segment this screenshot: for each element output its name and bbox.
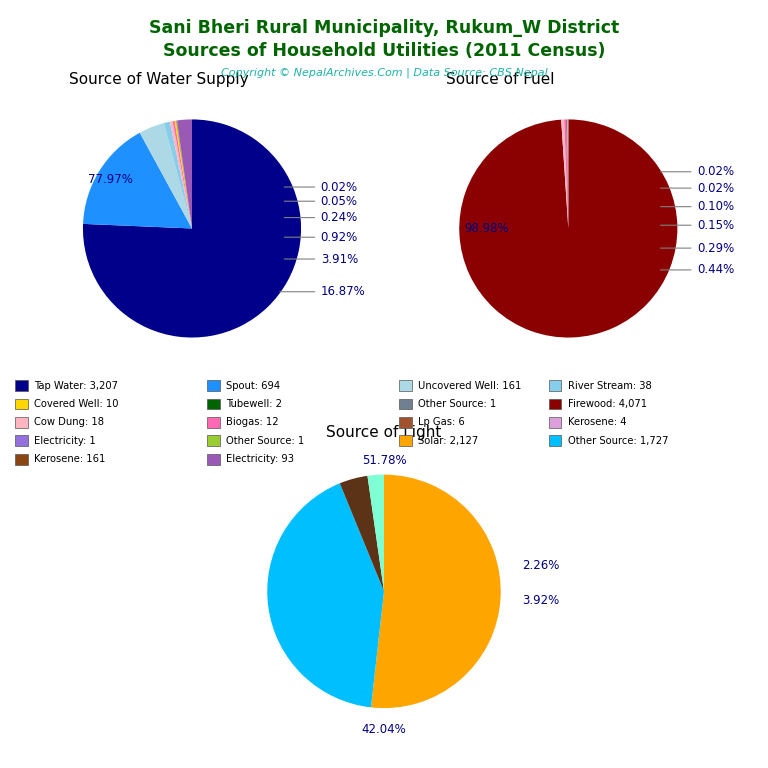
Title: Source of Light: Source of Light [326, 425, 442, 440]
Wedge shape [177, 121, 192, 229]
Wedge shape [177, 121, 192, 229]
Text: Sources of Household Utilities (2011 Census): Sources of Household Utilities (2011 Cen… [163, 42, 605, 60]
Text: Solar: 2,127: Solar: 2,127 [418, 435, 478, 446]
Wedge shape [177, 119, 192, 229]
Text: Kerosene: 4: Kerosene: 4 [568, 417, 626, 428]
Text: Biogas: 12: Biogas: 12 [226, 417, 279, 428]
Text: 0.24%: 0.24% [321, 211, 358, 224]
Wedge shape [83, 119, 301, 337]
Text: Other Source: 1: Other Source: 1 [226, 435, 304, 446]
Text: 42.04%: 42.04% [362, 723, 406, 736]
Text: River Stream: 38: River Stream: 38 [568, 380, 651, 391]
Text: Electricity: 1: Electricity: 1 [34, 435, 95, 446]
Text: 51.78%: 51.78% [362, 454, 406, 467]
Text: Kerosene: 161: Kerosene: 161 [34, 454, 105, 465]
Text: Spout: 694: Spout: 694 [226, 380, 280, 391]
Wedge shape [174, 121, 192, 229]
Wedge shape [176, 121, 192, 229]
Text: Copyright © NepalArchives.Com | Data Source: CBS Nepal: Copyright © NepalArchives.Com | Data Sou… [220, 68, 548, 78]
Wedge shape [267, 483, 384, 707]
Text: Electricity: 93: Electricity: 93 [226, 454, 294, 465]
Wedge shape [564, 120, 568, 229]
Text: 0.92%: 0.92% [321, 230, 358, 243]
Text: 0.29%: 0.29% [697, 242, 734, 255]
Text: Source of Fuel: Source of Fuel [445, 72, 554, 87]
Text: 2.26%: 2.26% [521, 559, 559, 572]
Text: 3.92%: 3.92% [521, 594, 559, 607]
Text: Lp Gas: 6: Lp Gas: 6 [418, 417, 465, 428]
Text: Uncovered Well: 161: Uncovered Well: 161 [418, 380, 521, 391]
Text: Other Source: 1: Other Source: 1 [418, 399, 496, 409]
Wedge shape [177, 121, 192, 229]
Wedge shape [561, 120, 568, 229]
Text: Tubewell: 2: Tubewell: 2 [226, 399, 282, 409]
Wedge shape [164, 121, 192, 229]
Text: Source of Water Supply: Source of Water Supply [69, 72, 249, 87]
Wedge shape [566, 120, 568, 229]
Text: 3.91%: 3.91% [321, 253, 358, 266]
Wedge shape [459, 119, 677, 337]
Text: 0.02%: 0.02% [697, 165, 734, 178]
Text: 0.05%: 0.05% [321, 195, 358, 207]
Wedge shape [567, 120, 568, 229]
Text: Other Source: 1,727: Other Source: 1,727 [568, 435, 668, 446]
Text: Covered Well: 10: Covered Well: 10 [34, 399, 118, 409]
Text: 0.44%: 0.44% [697, 263, 734, 276]
Wedge shape [371, 475, 501, 708]
Text: 77.97%: 77.97% [88, 173, 133, 186]
Text: Cow Dung: 18: Cow Dung: 18 [34, 417, 104, 428]
Text: 0.15%: 0.15% [697, 219, 734, 232]
Text: 98.98%: 98.98% [464, 222, 509, 235]
Text: 0.02%: 0.02% [697, 181, 734, 194]
Wedge shape [140, 123, 192, 229]
Text: 16.87%: 16.87% [321, 285, 366, 298]
Wedge shape [367, 475, 384, 591]
Text: 0.10%: 0.10% [697, 200, 734, 214]
Text: Tap Water: 3,207: Tap Water: 3,207 [34, 380, 118, 391]
Text: 0.02%: 0.02% [321, 180, 358, 194]
Wedge shape [83, 133, 192, 229]
Wedge shape [170, 121, 192, 229]
Wedge shape [173, 121, 192, 229]
Text: Firewood: 4,071: Firewood: 4,071 [568, 399, 647, 409]
Wedge shape [339, 476, 384, 591]
Text: Sani Bheri Rural Municipality, Rukum_W District: Sani Bheri Rural Municipality, Rukum_W D… [149, 19, 619, 37]
